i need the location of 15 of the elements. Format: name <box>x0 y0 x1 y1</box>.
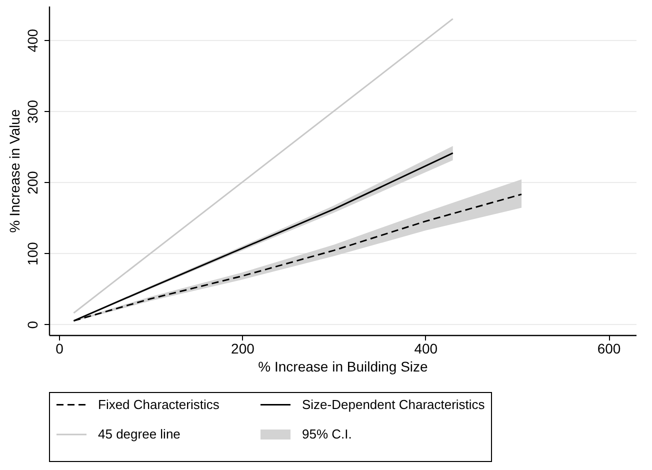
x-tick-label: 200 <box>231 340 255 356</box>
x-tick-label: 600 <box>597 340 621 356</box>
x-axis-title: % Increase in Building Size <box>258 358 428 374</box>
x-tick-label: 0 <box>56 340 64 356</box>
legend-label: 45 degree line <box>98 426 180 442</box>
y-tick-label: 100 <box>24 242 40 266</box>
legend-label: Size-Dependent Characteristics <box>302 396 486 412</box>
y-tick-label: 200 <box>24 170 40 194</box>
y-tick-label: 300 <box>24 100 40 124</box>
y-tick-label: 0 <box>24 320 40 329</box>
y-tick-label: 400 <box>24 28 40 52</box>
legend-label: Fixed Characteristics <box>98 396 220 412</box>
text: 95% C.I. <box>302 426 352 442</box>
x-tick-label: 400 <box>414 340 438 356</box>
y-axis-title: % Increase in Value <box>6 109 22 233</box>
